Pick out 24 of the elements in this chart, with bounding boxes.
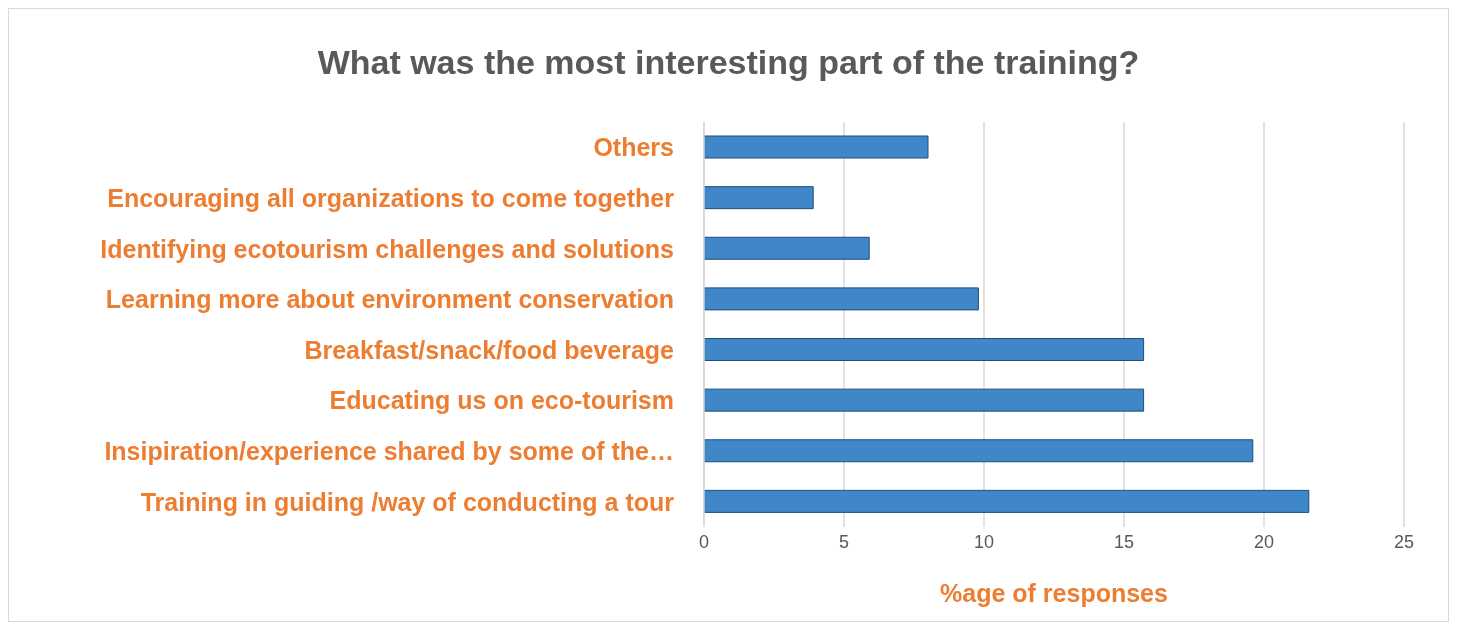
bar xyxy=(704,388,1145,412)
x-tick-label: 25 xyxy=(1393,531,1415,552)
y-tick-label: Breakfast/snack/food beverage xyxy=(304,335,675,364)
y-tick-label: Others xyxy=(593,133,674,162)
bar xyxy=(704,439,1254,463)
x-tick-label: 5 xyxy=(838,531,850,552)
y-tick-label: Learning more about environment conservation xyxy=(105,285,674,314)
bar xyxy=(704,287,979,311)
bar xyxy=(704,489,1310,513)
x-tick-label: 15 xyxy=(1113,531,1135,552)
bar xyxy=(704,338,1145,361)
x-tick-label: 0 xyxy=(698,531,710,552)
y-tick-label: Identifying ecotourism challenges and solutions xyxy=(100,234,674,263)
y-tick-label: Insipiration/experience shared by some of the… xyxy=(104,437,674,466)
x-tick-label: 10 xyxy=(973,531,995,552)
y-tick-label: Educating us on eco-tourism xyxy=(329,386,674,415)
bar xyxy=(704,236,870,260)
bar xyxy=(704,186,814,210)
chart-title: What was the most interesting part of the training? xyxy=(316,42,1141,81)
bar xyxy=(704,135,929,159)
y-tick-label: Encouraging all organizations to come together xyxy=(107,183,675,212)
y-tick-label: Training in guiding /way of conducting a tour xyxy=(140,487,675,516)
x-axis-title: %age of responses xyxy=(940,579,1168,607)
x-tick-label: 20 xyxy=(1253,531,1275,552)
